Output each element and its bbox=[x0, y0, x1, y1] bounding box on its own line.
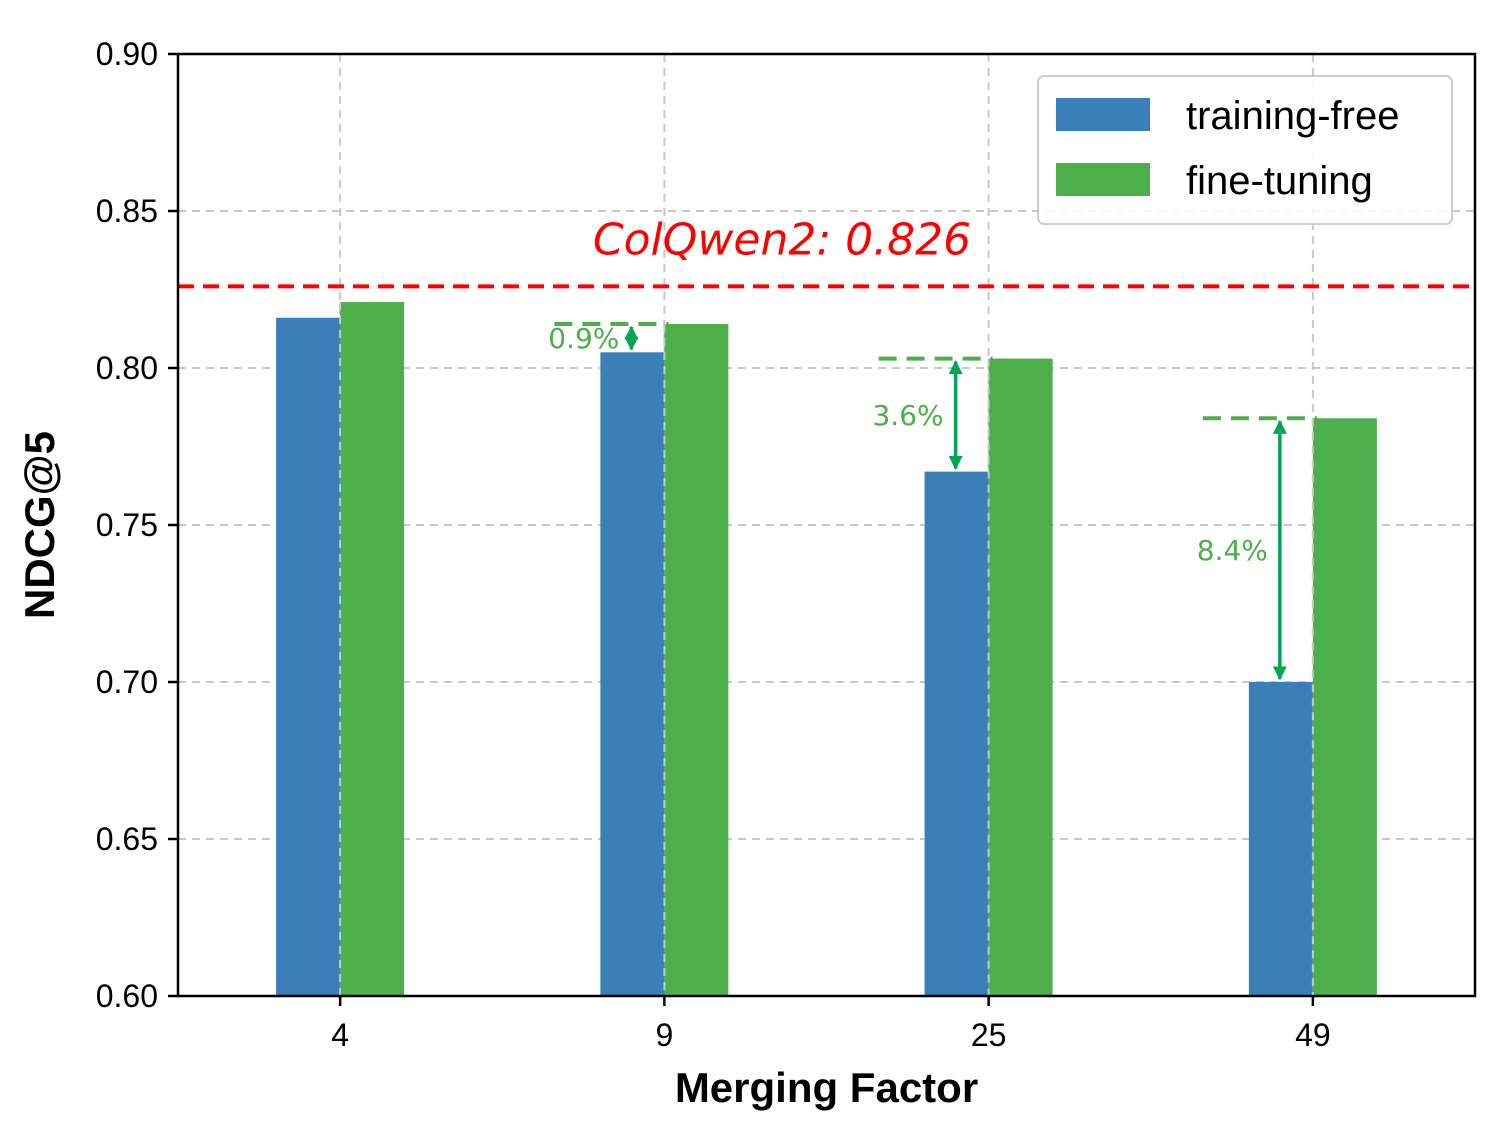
reference-label: ColQwen2: 0.826 bbox=[593, 214, 971, 265]
gap-label: 3.6% bbox=[872, 399, 943, 432]
bar-training-free-25 bbox=[924, 471, 989, 996]
legend-swatch-training-free bbox=[1056, 98, 1150, 131]
x-tick-label: 9 bbox=[655, 1017, 673, 1053]
legend: training-free fine-tuning bbox=[1037, 75, 1453, 225]
gap-label: 8.4% bbox=[1197, 534, 1268, 567]
bar-fine-tuning-4 bbox=[340, 302, 405, 996]
axes: 0.600.650.700.750.800.850.904 9 25 49 bbox=[96, 36, 1331, 1053]
legend-label-training-free: training-free bbox=[1186, 94, 1399, 138]
bar-fine-tuning-25 bbox=[988, 358, 1053, 997]
bar-training-free-4 bbox=[276, 317, 341, 996]
y-tick-label: 0.65 bbox=[96, 821, 158, 857]
y-axis-title: NDCG@5 bbox=[16, 431, 63, 619]
y-tick-label: 0.85 bbox=[96, 193, 158, 229]
y-tick-label: 0.80 bbox=[96, 350, 158, 386]
x-tick-label: 49 bbox=[1295, 1017, 1331, 1053]
y-tick-label: 0.75 bbox=[96, 507, 158, 543]
bars bbox=[276, 302, 1377, 997]
x-tick-label: 4 bbox=[331, 1017, 349, 1053]
legend-swatch-fine-tuning bbox=[1056, 163, 1150, 196]
bar-training-free-9 bbox=[600, 352, 665, 996]
bar-fine-tuning-9 bbox=[664, 324, 729, 996]
bar-fine-tuning-49 bbox=[1312, 418, 1377, 996]
y-tick-label: 0.70 bbox=[96, 664, 158, 700]
x-axis-title: Merging Factor bbox=[675, 1064, 978, 1111]
x-tick-label: 25 bbox=[971, 1017, 1007, 1053]
gap-annotations: 0.9% 3.6% 8.4% bbox=[548, 322, 1317, 681]
bar-training-free-49 bbox=[1248, 682, 1313, 996]
y-tick-label: 0.90 bbox=[96, 36, 158, 72]
y-tick-label: 0.60 bbox=[96, 978, 158, 1014]
legend-label-fine-tuning: fine-tuning bbox=[1186, 159, 1373, 203]
reference-line-group: ColQwen2: 0.826 bbox=[178, 214, 1475, 289]
gap-label: 0.9% bbox=[548, 322, 619, 355]
